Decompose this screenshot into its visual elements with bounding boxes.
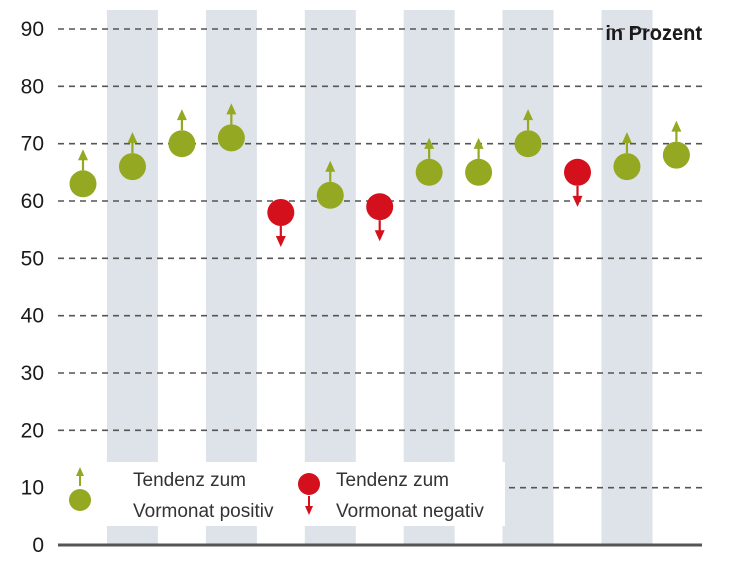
y-tick-label: 70 — [21, 133, 44, 156]
data-point — [564, 158, 591, 207]
data-point — [662, 120, 690, 169]
y-tick-label: 80 — [21, 75, 44, 98]
data-point — [168, 109, 196, 158]
data-point — [415, 137, 443, 186]
trend-arrow-down-head — [572, 195, 583, 207]
legend-positive-line1: Tendenz zum — [133, 470, 246, 491]
y-tick-label: 20 — [21, 419, 44, 442]
data-points — [69, 103, 690, 247]
data-point-marker — [415, 158, 443, 186]
data-point — [514, 109, 542, 158]
trend-arrow-down-head — [275, 235, 286, 247]
y-axis-tick-labels: 0 10 20 30 40 50 60 70 80 90 — [21, 18, 44, 557]
data-point — [69, 149, 97, 198]
data-point-marker — [662, 141, 690, 169]
data-point-marker — [316, 181, 344, 209]
data-point-marker — [69, 170, 97, 198]
data-point-marker — [564, 158, 591, 186]
data-point-marker — [118, 153, 146, 181]
y-tick-label: 10 — [21, 477, 44, 500]
column-band — [403, 10, 455, 545]
trend-arrow-up-head — [621, 132, 632, 144]
y-tick-label: 90 — [21, 18, 44, 41]
column-bands — [106, 10, 653, 545]
legend-negative-symbol — [298, 473, 320, 515]
column-band — [601, 10, 653, 545]
y-tick-label: 30 — [21, 362, 44, 385]
data-point-marker — [217, 124, 245, 152]
legend: Tendenz zum Vormonat positiv Tendenz zum… — [58, 462, 505, 526]
trend-arrow-up-head — [226, 103, 237, 115]
data-point — [316, 160, 344, 209]
legend-negative-line2: Vormonat negativ — [336, 501, 484, 522]
column-band — [205, 10, 257, 545]
data-point-marker — [366, 193, 394, 221]
column-band — [502, 10, 554, 545]
trend-arrow-up-head — [671, 120, 682, 132]
legend-positive-symbol — [69, 467, 91, 511]
trend-arrow-up-head — [127, 132, 138, 144]
y-tick-label: 50 — [21, 247, 44, 270]
data-point-marker — [267, 199, 295, 226]
trend-arrow-up-head — [523, 109, 534, 121]
trend-arrow-up-head — [325, 160, 336, 172]
data-point — [267, 199, 295, 247]
data-point — [366, 193, 394, 242]
data-point — [217, 103, 245, 152]
unit-label: in Prozent — [605, 23, 702, 45]
data-point-marker — [465, 158, 493, 186]
data-point-marker — [168, 130, 196, 158]
column-band — [304, 10, 356, 545]
y-tick-label: 0 — [32, 534, 44, 557]
data-point-marker — [613, 153, 641, 181]
y-tick-label: 60 — [21, 190, 44, 213]
legend-negative-line1: Tendenz zum — [336, 470, 449, 491]
data-point — [613, 132, 641, 181]
data-point-marker — [514, 130, 542, 158]
legend-positive-line2: Vormonat positiv — [133, 501, 274, 522]
trend-arrow-up-head — [424, 137, 435, 149]
column-band — [106, 10, 158, 545]
data-point — [118, 132, 146, 181]
legend-background — [58, 462, 505, 526]
trend-arrow-up-head — [78, 149, 88, 161]
trend-arrow-up-head — [176, 109, 187, 121]
data-point — [465, 137, 493, 186]
y-tick-label: 40 — [21, 305, 44, 328]
trend-arrow-up-head — [473, 137, 484, 149]
trend-arrow-down-head — [374, 230, 385, 242]
